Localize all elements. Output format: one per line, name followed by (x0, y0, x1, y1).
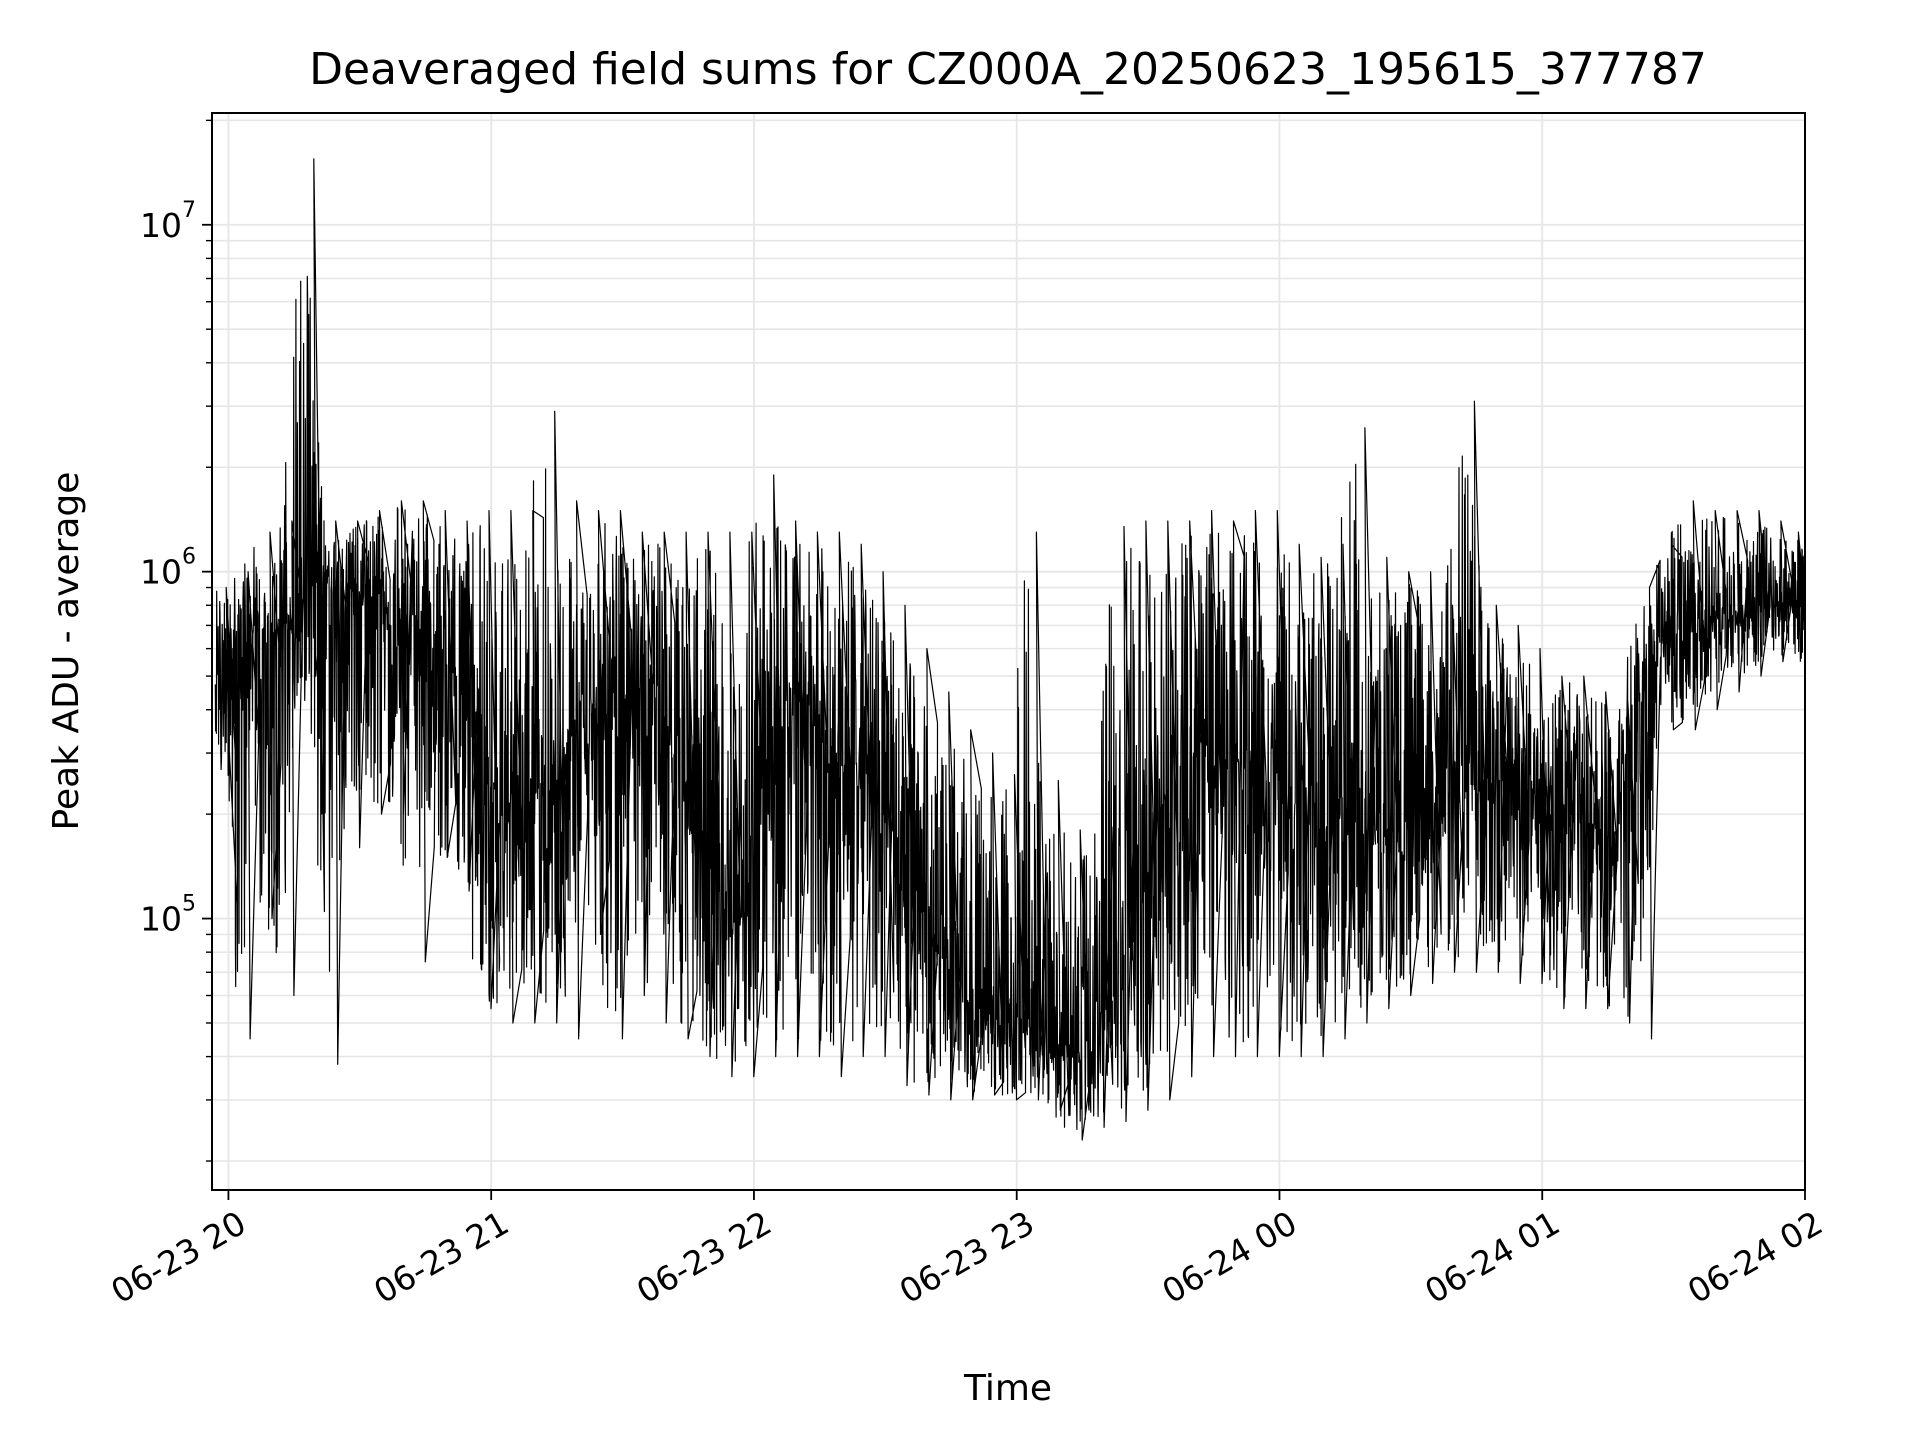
x-tick-label: 06-24 02 (1681, 1203, 1829, 1311)
y-tick-exponent: 5 (182, 892, 196, 917)
x-tick-label: 06-23 21 (367, 1203, 515, 1311)
y-tick-label: 10 (140, 900, 182, 939)
x-tick-label: 06-23 22 (630, 1203, 778, 1311)
x-axis-label: Time (963, 1368, 1052, 1409)
y-tick-exponent: 7 (182, 198, 196, 223)
x-tick-label: 06-24 01 (1418, 1203, 1566, 1311)
x-tick-label: 06-23 20 (104, 1203, 252, 1311)
y-axis-label: Peak ADU - average (46, 472, 87, 831)
x-tick-label: 06-24 00 (1155, 1203, 1303, 1311)
x-axis: 06-23 20 06-23 21 06-23 22 06-23 23 06-24 00… (104, 1190, 1829, 1311)
chart-title: Deaveraged field sums for CZ000A_2025062… (309, 44, 1707, 95)
plot-frame (211, 112, 1806, 1191)
y-tick-label: 10 (140, 553, 182, 592)
y-tick-exponent: 6 (182, 545, 196, 570)
data-series (214, 158, 1806, 1141)
x-tick-label: 06-23 23 (893, 1203, 1041, 1311)
series-line (214, 158, 1806, 1141)
y-tick-label: 10 (140, 206, 182, 245)
